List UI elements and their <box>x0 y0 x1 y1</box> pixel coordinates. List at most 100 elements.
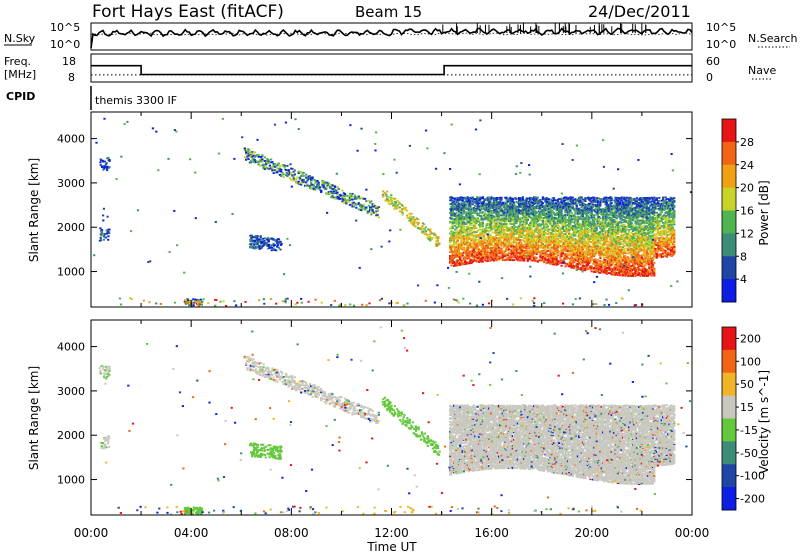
scatter-cell <box>451 227 454 230</box>
scatter-cell <box>474 227 477 230</box>
scatter-cell <box>459 261 462 264</box>
scatter-cell <box>520 232 523 235</box>
scatter-cell <box>510 219 513 222</box>
scatter-cell <box>564 210 567 213</box>
scatter-cell <box>459 259 462 261</box>
scatter-cell <box>528 206 531 209</box>
scatter-cell <box>507 259 511 261</box>
scatter-cell <box>510 206 513 209</box>
scatter-cell <box>578 238 581 241</box>
scatter-cell <box>495 198 498 200</box>
scatter-cell <box>569 250 572 253</box>
scatter-cell <box>576 246 579 249</box>
scatter-cell <box>565 256 568 258</box>
scatter-cell <box>526 241 529 244</box>
scatter-cell <box>568 240 571 243</box>
scatter-cell <box>464 204 467 207</box>
scatter-cell <box>479 196 482 199</box>
scatter-cell <box>574 198 577 201</box>
scatter-cell <box>462 246 466 249</box>
scatter-cell <box>550 224 553 226</box>
scatter-cell <box>489 238 492 241</box>
scatter-cell <box>550 223 553 225</box>
scatter-cell <box>569 241 572 243</box>
scatter-cell <box>538 207 541 210</box>
scatter-cell <box>538 246 541 249</box>
scatter-cell <box>519 223 522 226</box>
scatter-cell <box>519 224 522 227</box>
scatter-cell <box>549 233 552 236</box>
scatter-cell <box>500 207 503 210</box>
scatter-cell <box>504 206 507 209</box>
scatter-cell <box>570 216 573 218</box>
scatter-cell <box>452 222 456 224</box>
scatter-cell <box>539 231 542 234</box>
scatter-cell <box>519 200 522 202</box>
scatter-cell <box>530 231 533 233</box>
scatter-cell <box>511 220 514 223</box>
scatter-cell <box>449 260 452 263</box>
scatter-cell <box>496 198 499 200</box>
scatter-cell <box>550 261 553 263</box>
scatter-cell <box>535 199 538 202</box>
scatter-cell <box>578 197 581 199</box>
scatter-cell <box>479 228 482 231</box>
scatter-cell <box>569 260 572 263</box>
scatter-cell <box>477 238 481 241</box>
scatter-cell <box>533 246 536 248</box>
freq-unit-label: [MHz] <box>4 68 36 81</box>
scatter-cell <box>495 233 498 235</box>
scatter-cell <box>546 261 549 264</box>
scatter-cell <box>550 245 553 248</box>
scatter-cell <box>475 227 478 230</box>
scatter-cell <box>506 218 509 221</box>
scatter-cell <box>452 254 456 257</box>
scatter-cell <box>608 247 611 250</box>
scatter-cell <box>514 230 517 232</box>
scatter-cell <box>475 236 478 238</box>
scatter-cell <box>531 209 534 212</box>
scatter-cell <box>533 231 536 234</box>
scatter-cell <box>489 201 492 204</box>
scatter-cell <box>500 225 503 227</box>
scatter-cell <box>457 251 461 254</box>
scatter-cell <box>452 219 456 222</box>
scatter-cell <box>494 243 497 246</box>
scatter-cell <box>516 206 519 209</box>
scatter-cell <box>554 244 557 247</box>
scatter-cell <box>499 251 502 254</box>
scatter-cell <box>492 220 496 223</box>
scatter-cell <box>510 213 513 216</box>
scatter-cell <box>469 260 472 263</box>
scatter-cell <box>489 229 492 232</box>
scatter-cell <box>460 243 463 246</box>
scatter-cell <box>514 229 517 231</box>
scatter-cell <box>482 207 486 210</box>
scatter-cell <box>481 254 484 257</box>
scatter-cell <box>615 257 618 260</box>
scatter-cell <box>574 199 577 202</box>
scatter-cell <box>472 254 476 257</box>
scatter-cell <box>506 238 509 241</box>
scatter-cell <box>513 215 516 218</box>
scatter-cell <box>580 215 583 217</box>
scatter-cell <box>476 197 479 200</box>
scatter-cell <box>502 205 506 208</box>
scatter-cell <box>579 239 582 241</box>
scatter-cell <box>611 225 615 228</box>
scatter-cell <box>533 210 536 213</box>
scatter-cell <box>472 226 476 229</box>
scatter-cell <box>523 229 526 232</box>
scatter-cell <box>561 250 564 253</box>
scatter-cell <box>487 239 491 242</box>
scatter-cell <box>461 197 464 199</box>
scatter-cell <box>492 256 496 259</box>
nave-tick-top: 60 <box>706 55 720 68</box>
scatter-cell <box>530 236 533 238</box>
scatter-cell <box>487 230 491 233</box>
scatter-cell <box>502 246 506 249</box>
noise-panel-frame <box>90 22 693 51</box>
scatter-cell <box>491 216 494 219</box>
scatter-cell <box>544 244 547 247</box>
scatter-cell <box>543 212 546 215</box>
